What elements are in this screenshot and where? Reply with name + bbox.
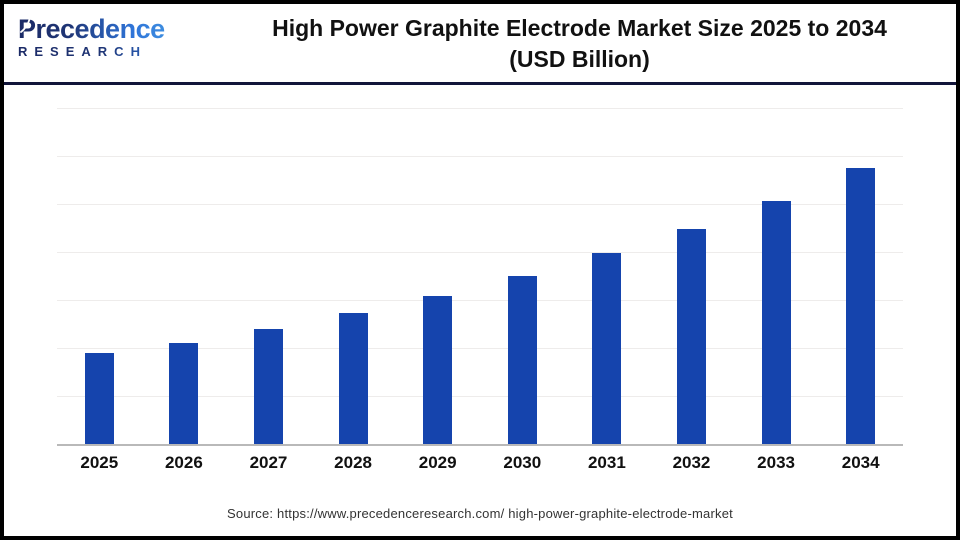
gridline <box>57 252 903 253</box>
chart-title-line1: High Power Graphite Electrode Market Siz… <box>272 15 887 41</box>
x-axis-label-2032: 2032 <box>672 453 711 472</box>
x-axis-label-2030: 2030 <box>503 453 542 472</box>
x-axis-label-2029: 2029 <box>418 453 457 472</box>
bar-2034 <box>846 168 876 444</box>
gridline <box>57 396 903 397</box>
bar-2027 <box>254 329 283 444</box>
gridline <box>57 108 903 109</box>
logo-subbrand-text: RESEARCH <box>18 45 203 58</box>
chart-title: High Power Graphite Electrode Market Siz… <box>203 4 956 75</box>
x-axis-label-2026: 2026 <box>164 453 203 472</box>
gridline <box>57 156 903 157</box>
chart-title-line2: (USD Billion) <box>509 46 650 72</box>
bar-2025 <box>84 353 114 444</box>
x-axis-label-2025: 2025 <box>80 453 119 472</box>
header-divider <box>4 82 956 85</box>
logo-brand-text: Precedence <box>18 14 165 44</box>
x-axis-label-2034: 2034 <box>841 453 880 472</box>
bar-2033 <box>761 201 791 444</box>
header: Precedence RESEARCH High Power Graphite … <box>4 4 956 82</box>
bar-2026 <box>169 343 199 444</box>
precedence-research-logo: Precedence RESEARCH <box>4 4 203 59</box>
bar-2028 <box>338 313 368 444</box>
bar-2029 <box>423 296 453 444</box>
gridline <box>57 300 903 301</box>
x-axis-label-2033: 2033 <box>757 453 795 472</box>
bar-2032 <box>677 229 706 444</box>
bar-chart: 2025 2026 2027 2028 2029 2030 2031 2032 2033 2034 <box>4 85 956 489</box>
gridline <box>57 348 903 349</box>
gridline <box>57 204 903 205</box>
x-axis-label-2031: 2031 <box>587 453 626 472</box>
source-text: Source: https://www.precedenceresearch.c… <box>227 506 733 521</box>
x-axis-label-2027: 2027 <box>249 453 288 472</box>
x-axis-line <box>57 444 903 446</box>
x-axis-label-2028: 2028 <box>334 453 372 472</box>
bar-2030 <box>507 276 537 444</box>
bar-2031 <box>592 253 622 444</box>
